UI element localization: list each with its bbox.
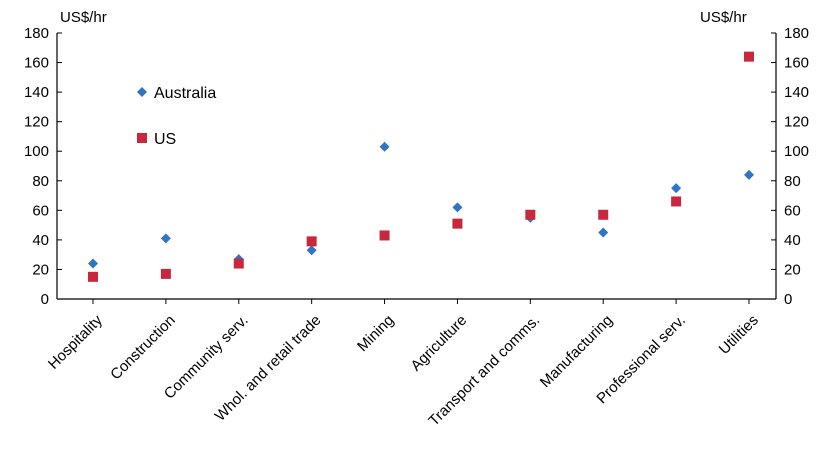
right-y-tick-label: 20	[784, 261, 801, 278]
legend-marker-us	[137, 133, 147, 143]
left-y-axis: 0 20 40 60 80 100 120 140 160 180	[24, 25, 62, 308]
x-category-label: Hospitality	[45, 311, 106, 372]
x-category-label: Agriculture	[408, 312, 471, 375]
left-y-tick-label: 20	[32, 261, 49, 278]
right-y-tick-label: 100	[784, 143, 809, 160]
x-category-label: Construction	[107, 312, 179, 384]
data-points	[88, 51, 754, 282]
right-y-tick-label: 120	[784, 114, 809, 131]
left-y-tick-label: 160	[24, 55, 49, 72]
left-y-tick-label: 100	[24, 143, 49, 160]
legend-label-us: US	[154, 131, 176, 148]
us-point	[452, 218, 463, 229]
us-point	[233, 258, 244, 269]
legend-label-australia: Australia	[154, 85, 216, 102]
left-y-tick-label: 0	[41, 291, 49, 308]
australia-point	[306, 245, 317, 256]
australia-point	[598, 227, 609, 238]
us-point	[160, 268, 171, 279]
us-point	[598, 209, 609, 220]
right-y-tick-label: 180	[784, 25, 809, 42]
right-y-tick-label: 80	[784, 173, 801, 190]
right-y-tick-label: 40	[784, 232, 801, 249]
right-y-axis: 0 20 40 60 80 100 120 140 160 180	[771, 25, 809, 308]
us-point	[306, 236, 317, 247]
australia-point	[160, 233, 171, 244]
x-category-label: Manufacturing	[537, 312, 616, 391]
left-y-tick-label: 80	[32, 173, 49, 190]
left-y-tick-label: 60	[32, 202, 49, 219]
australia-point	[744, 169, 754, 180]
left-y-tick-label: 120	[24, 114, 49, 131]
australia-point	[671, 183, 682, 194]
right-y-tick-label: 60	[784, 202, 801, 219]
legend-marker-australia	[137, 87, 147, 97]
left-axis-unit-label: US$/hr	[60, 9, 107, 26]
us-point	[744, 51, 754, 62]
right-y-tick-label: 160	[784, 55, 809, 72]
us-point	[671, 196, 682, 207]
axes	[56, 33, 777, 300]
australia-point	[379, 141, 390, 152]
x-category-label: Utilities	[716, 312, 762, 358]
left-y-tick-label: 40	[32, 232, 49, 249]
left-y-tick-label: 180	[24, 25, 49, 42]
left-y-tick-label: 140	[24, 84, 49, 101]
australia-point	[452, 202, 463, 213]
australia-point	[88, 258, 98, 269]
x-category-label: Mining	[354, 312, 397, 355]
right-y-tick-label: 0	[784, 291, 792, 308]
legend: Australia US	[137, 85, 216, 148]
us-point	[379, 230, 390, 241]
right-y-tick-label: 140	[784, 84, 809, 101]
us-point	[525, 209, 536, 220]
right-axis-unit-label: US$/hr	[700, 9, 747, 26]
us-point	[88, 271, 98, 282]
